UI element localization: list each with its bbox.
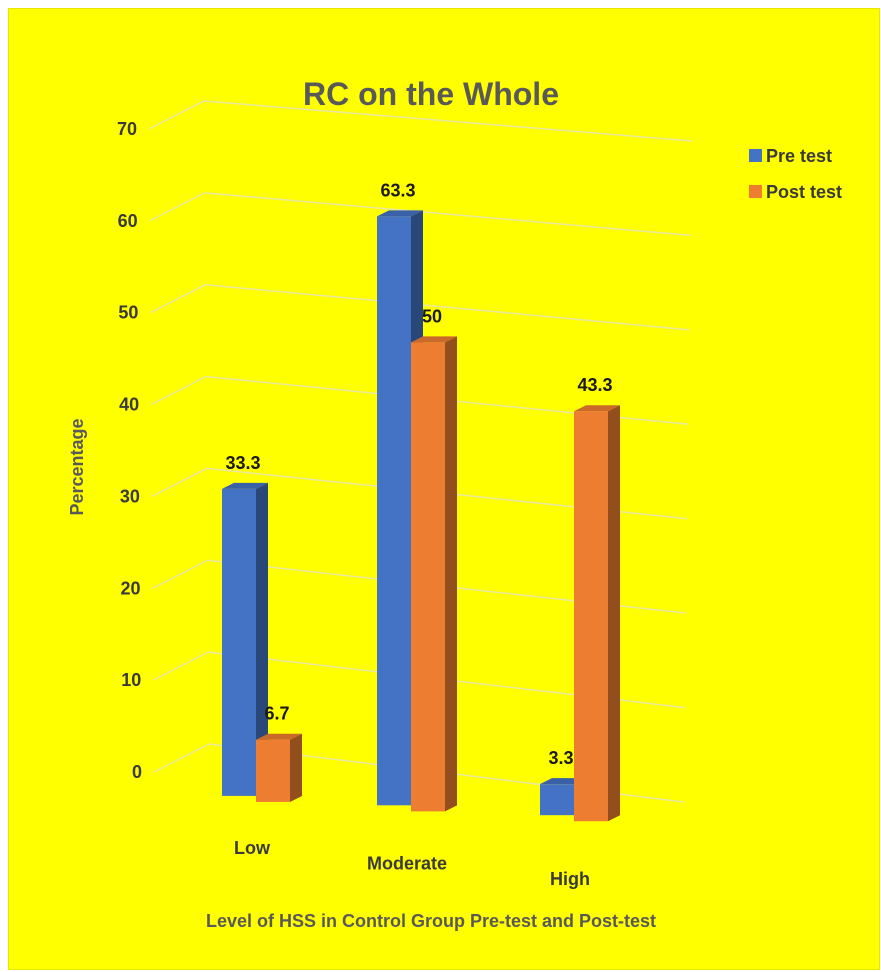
bar-top — [574, 405, 620, 412]
category-label: High — [550, 869, 590, 889]
bar-side — [256, 482, 268, 796]
bar-post-test — [574, 411, 608, 822]
legend: Pre test Post test — [749, 146, 842, 202]
data-label: 50 — [422, 306, 442, 326]
gridline-depth — [150, 284, 206, 314]
data-labels: 33.3 6.7 63.3 50 3.3 43.3 — [225, 180, 612, 768]
bar-side — [445, 336, 457, 812]
gridline — [203, 100, 693, 142]
chart-area: RC on the Whole 0 10 20 30 40 50 60 70 33.3 6.7 6… — [8, 8, 880, 970]
y-tick-label: 40 — [119, 395, 139, 415]
bars — [222, 210, 620, 822]
bar-side — [290, 733, 302, 802]
legend-label-pre: Pre test — [766, 146, 832, 166]
bar-top — [222, 482, 268, 489]
legend-label-post: Post test — [766, 182, 842, 202]
legend-swatch-post — [749, 185, 762, 198]
bar-post-test — [411, 342, 445, 812]
gridline — [204, 192, 691, 237]
gridline — [205, 283, 690, 331]
y-tick-label: 10 — [121, 670, 141, 690]
data-label: 3.3 — [548, 748, 573, 768]
gridline-depth — [152, 651, 209, 681]
bar-pre-test — [222, 488, 256, 796]
bar-top — [256, 733, 302, 740]
bar-top — [411, 336, 457, 343]
gridline-depth — [153, 743, 210, 773]
data-label: 63.3 — [380, 180, 415, 200]
gridline-depth — [150, 375, 207, 406]
category-label: Low — [234, 838, 271, 858]
y-tick-label: 70 — [117, 119, 137, 139]
category-labels: Low Moderate High — [234, 838, 590, 889]
y-axis-title: Percentage — [67, 418, 87, 515]
category-label: Moderate — [367, 853, 447, 873]
y-tick-label: 0 — [132, 762, 142, 782]
gridline-depth — [151, 467, 208, 498]
gridline-depth — [148, 100, 205, 130]
data-label: 6.7 — [264, 704, 289, 724]
bar-pre-test — [540, 784, 574, 816]
bar-post-test — [256, 739, 290, 802]
data-label: 33.3 — [225, 453, 260, 473]
y-tick-label: 60 — [118, 211, 138, 231]
y-tick-label: 30 — [120, 486, 140, 506]
bar-pre-test — [377, 216, 411, 806]
y-tick-labels: 0 10 20 30 40 50 60 70 — [117, 119, 142, 782]
chart-title: RC on the Whole — [303, 76, 559, 112]
bar-top — [377, 210, 423, 217]
x-axis-title: Level of HSS in Control Group Pre-test a… — [206, 911, 656, 931]
gridline-depth — [149, 192, 206, 222]
chart-svg: RC on the Whole 0 10 20 30 40 50 60 70 33.3 6.7 6… — [67, 76, 842, 931]
y-tick-label: 50 — [118, 303, 138, 323]
y-tick-label: 20 — [121, 578, 141, 598]
gridline-depth — [152, 559, 208, 589]
data-label: 43.3 — [577, 375, 612, 395]
legend-swatch-pre — [749, 149, 762, 162]
bar-side — [608, 405, 620, 822]
